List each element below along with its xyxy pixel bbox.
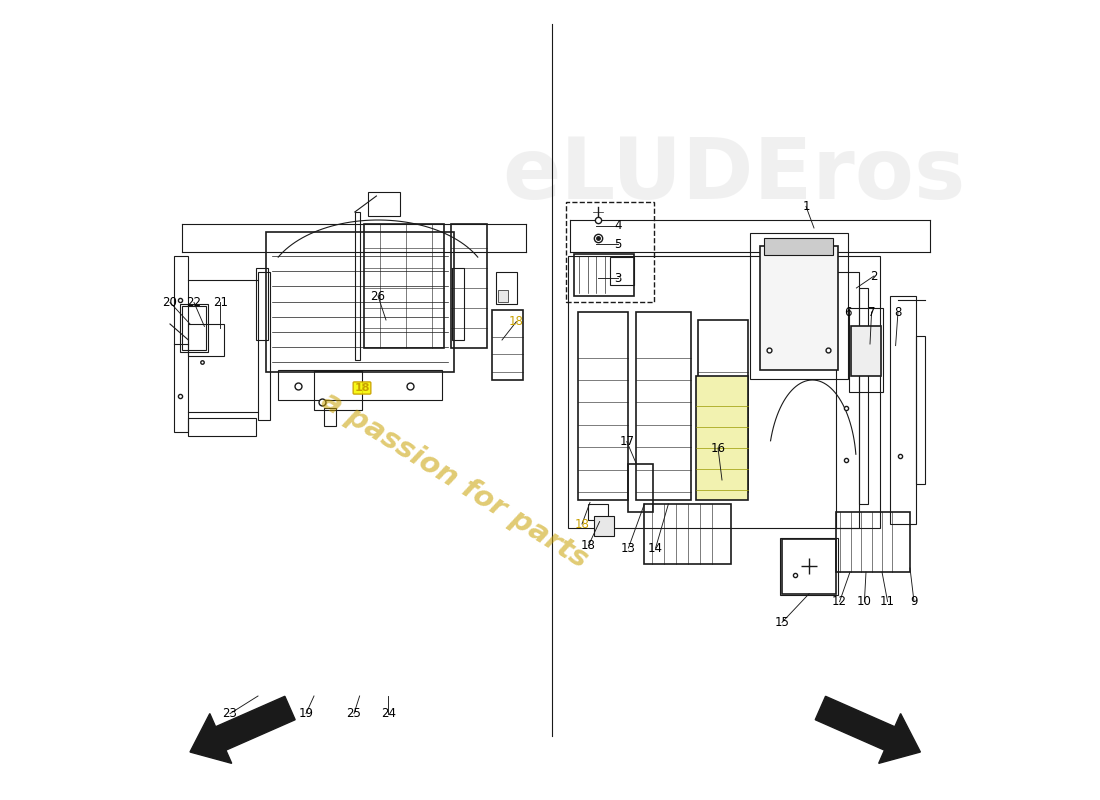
Bar: [782, 539, 836, 594]
Bar: [578, 312, 628, 500]
Text: 12: 12: [832, 595, 847, 608]
Text: 18: 18: [574, 518, 590, 530]
Text: 9: 9: [911, 595, 917, 608]
Bar: [258, 272, 270, 420]
Bar: [760, 246, 838, 370]
Text: 19: 19: [298, 707, 314, 720]
Text: a passion for parts: a passion for parts: [316, 386, 593, 574]
Text: 18: 18: [354, 383, 370, 393]
Text: 17: 17: [619, 435, 635, 448]
Bar: [364, 224, 444, 348]
Bar: [890, 296, 915, 524]
Text: 16: 16: [711, 442, 726, 454]
Bar: [182, 306, 206, 350]
Bar: [698, 320, 748, 492]
Bar: [594, 516, 614, 536]
Bar: [696, 376, 748, 500]
Bar: [750, 233, 848, 379]
Bar: [174, 256, 188, 432]
Bar: [566, 202, 654, 302]
Bar: [645, 504, 730, 564]
Bar: [764, 238, 833, 255]
Bar: [256, 268, 267, 340]
Bar: [493, 310, 522, 380]
Bar: [266, 232, 454, 372]
Bar: [915, 336, 925, 484]
Bar: [637, 312, 691, 500]
Text: eLUDEros: eLUDEros: [503, 134, 966, 218]
Bar: [836, 272, 859, 528]
Text: 15: 15: [774, 616, 790, 629]
FancyArrow shape: [190, 696, 295, 763]
Text: 4: 4: [614, 219, 622, 232]
Bar: [452, 268, 463, 340]
Text: 24: 24: [381, 707, 396, 720]
Bar: [278, 370, 442, 400]
Text: 18: 18: [581, 539, 596, 552]
Text: 2: 2: [870, 270, 878, 282]
Text: 3: 3: [614, 272, 622, 285]
Text: 25: 25: [346, 707, 362, 720]
Bar: [451, 224, 487, 348]
Text: 8: 8: [894, 306, 902, 318]
Text: 5: 5: [614, 238, 622, 250]
Text: 1: 1: [802, 200, 810, 213]
Bar: [324, 408, 336, 426]
Bar: [850, 326, 881, 376]
Bar: [496, 272, 517, 304]
Text: 18: 18: [509, 315, 524, 328]
Text: 10: 10: [857, 595, 872, 608]
Bar: [368, 192, 400, 216]
Text: 13: 13: [621, 542, 636, 554]
Text: 23: 23: [222, 707, 238, 720]
Bar: [780, 538, 838, 595]
Text: 21: 21: [213, 296, 228, 309]
Bar: [859, 288, 868, 504]
Bar: [849, 308, 883, 392]
Text: 7: 7: [868, 306, 876, 318]
Bar: [628, 464, 653, 512]
Bar: [588, 504, 608, 520]
Bar: [180, 304, 208, 352]
Text: 6: 6: [844, 306, 851, 318]
Bar: [610, 257, 634, 285]
Bar: [355, 212, 360, 360]
Text: 26: 26: [371, 290, 385, 302]
Text: 22: 22: [187, 296, 201, 309]
Text: 11: 11: [880, 595, 895, 608]
FancyArrow shape: [815, 696, 921, 763]
Bar: [314, 371, 362, 410]
Text: 14: 14: [648, 542, 663, 554]
Bar: [188, 324, 224, 356]
Bar: [568, 256, 880, 528]
Text: 20: 20: [163, 296, 177, 309]
Bar: [574, 254, 634, 296]
Bar: [188, 418, 256, 436]
Bar: [836, 512, 910, 572]
Bar: [498, 290, 507, 302]
